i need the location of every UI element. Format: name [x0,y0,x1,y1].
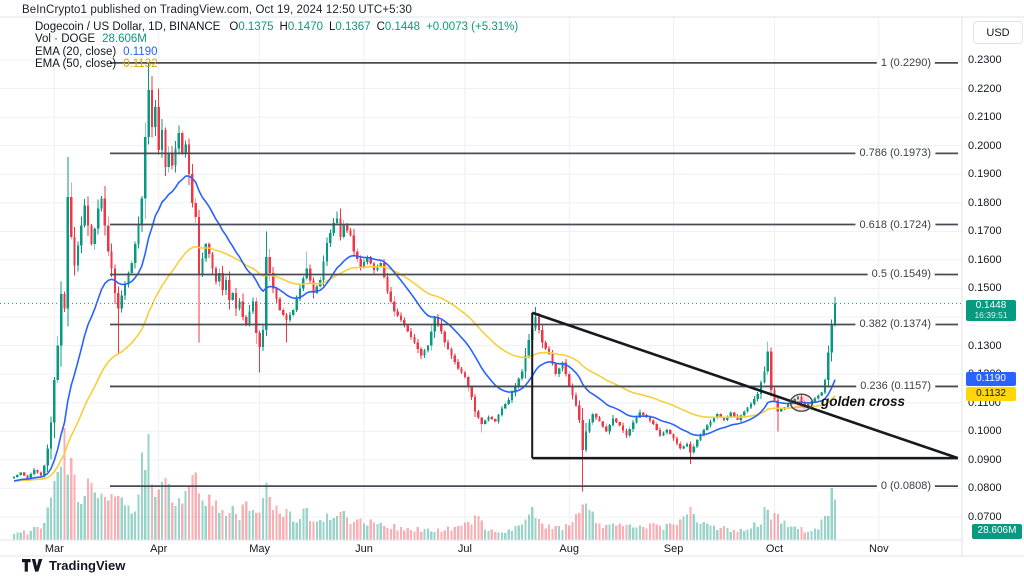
month-tick-label: Jul [457,543,472,555]
fib-level-label: 0.5 (0.1549) [867,268,935,281]
tradingview-wordmark: TradingView [49,558,126,573]
fib-level-label: 1 (0.2290) [876,56,935,69]
price-tick-label: 0.0800 [968,482,1002,495]
symbol-title: Dogecoin / US Dollar, 1D, BINANCE [35,21,221,33]
price-tick-label: 0.1000 [968,425,1002,438]
currency-toggle-usd[interactable]: USD [973,21,1023,44]
month-tick-label: Jun [355,543,373,555]
fib-level-label: 0.382 (0.1374) [855,318,935,331]
month-tick-label: Mar [44,543,64,555]
month-tick-label: Apr [150,543,168,555]
month-tick-label: Oct [765,543,784,555]
change-value: +0.0073 (+5.31%) [426,21,519,33]
ema50-value: 0.1132 [123,57,158,70]
time-axis[interactable] [0,540,962,556]
fib-level-label: 0 (0.0808) [876,480,935,493]
last-price-value: 0.1448 [975,299,1007,311]
price-tick-label: 0.1500 [968,282,1002,295]
ema20-label: EMA (20, close) [35,45,117,58]
volume-badge: 28.606M [972,524,1022,539]
low-value: 0.1367 [335,21,371,33]
high-value: 0.1470 [287,21,323,33]
volume-label: Vol · DOGE [35,33,96,46]
price-tick-label: 0.2200 [968,82,1002,95]
price-tick-label: 0.0700 [968,510,1002,523]
price-tick-label: 0.0900 [968,453,1002,466]
fib-level-label: 0.618 (0.1724) [855,218,935,231]
tradingview-mark-icon [22,559,43,572]
legend-ema50-row: EMA (50, close) 0.1132 [35,58,518,70]
fib-level-label: 0.236 (0.1157) [856,380,935,393]
ema20-badge: 0.1190 [966,372,1016,386]
month-tick-label: Sep [663,543,684,555]
open-value: 0.1375 [238,21,274,33]
golden-cross-annotation[interactable]: golden cross [821,394,906,409]
ema20-value: 0.1190 [123,45,158,58]
attribution-text: BeInCrypto1 published on TradingView.com… [22,4,412,16]
month-tick-label: Nov [869,543,889,555]
fib-level-label: 0.786 (0.1973) [855,147,935,160]
last-price-badge: 0.1448 16:39:51 [966,300,1016,321]
month-tick-label: May [249,543,271,555]
close-label: C [376,21,385,33]
price-tick-label: 0.1800 [968,196,1002,209]
tradingview-logo[interactable]: TradingView [22,558,125,573]
ema50-label: EMA (50, close) [35,57,117,70]
price-tick-label: 0.1900 [968,168,1002,181]
price-tick-label: 0.2300 [968,54,1002,66]
ema50-badge: 0.1132 [966,387,1016,401]
price-tick-label: 0.2000 [968,139,1002,152]
close-value: 0.1448 [384,21,421,33]
open-label: O [229,21,239,33]
month-tick-label: Aug [559,543,580,555]
bar-countdown: 16:39:51 [974,310,1008,321]
price-tick-label: 0.1600 [968,253,1002,266]
volume-value: 28.606M [102,33,147,46]
price-tick-label: 0.1300 [968,339,1002,352]
price-tick-label: 0.2100 [968,111,1002,124]
legend-symbol-row: Dogecoin / US Dollar, 1D, BINANCE O0.137… [35,21,518,33]
chart-legend: Dogecoin / US Dollar, 1D, BINANCE O0.137… [35,21,518,70]
price-tick-label: 0.1700 [968,225,1002,238]
legend-volume-row: Vol · DOGE 28.606M [35,33,518,45]
legend-ema20-row: EMA (20, close) 0.1190 [35,46,518,58]
low-label: L [329,21,336,33]
high-label: H [279,21,288,33]
